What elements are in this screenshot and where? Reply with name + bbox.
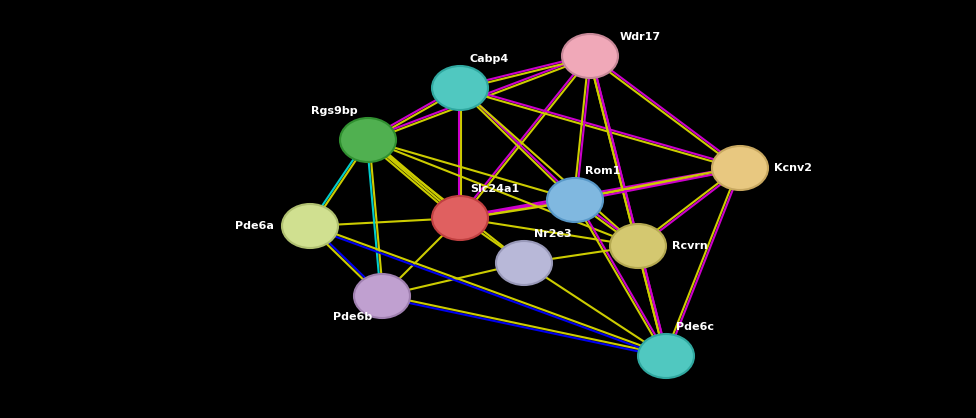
- Text: Slc24a1: Slc24a1: [470, 184, 519, 194]
- Text: Rgs9bp: Rgs9bp: [311, 106, 358, 116]
- Text: Rcvrn: Rcvrn: [672, 241, 708, 251]
- Text: Cabp4: Cabp4: [470, 54, 509, 64]
- Ellipse shape: [712, 146, 768, 190]
- Text: Rom1: Rom1: [585, 166, 621, 176]
- Text: Pde6b: Pde6b: [333, 312, 372, 322]
- Ellipse shape: [340, 118, 396, 162]
- Text: Kcnv2: Kcnv2: [774, 163, 812, 173]
- Text: Pde6c: Pde6c: [676, 322, 714, 332]
- Ellipse shape: [432, 66, 488, 110]
- Ellipse shape: [547, 178, 603, 222]
- Ellipse shape: [282, 204, 338, 248]
- Text: Nr2e3: Nr2e3: [534, 229, 572, 239]
- Text: Wdr17: Wdr17: [620, 32, 661, 42]
- Ellipse shape: [562, 34, 618, 78]
- Ellipse shape: [432, 196, 488, 240]
- Ellipse shape: [610, 224, 666, 268]
- Ellipse shape: [638, 334, 694, 378]
- Ellipse shape: [496, 241, 552, 285]
- Ellipse shape: [354, 274, 410, 318]
- Text: Pde6a: Pde6a: [235, 221, 274, 231]
